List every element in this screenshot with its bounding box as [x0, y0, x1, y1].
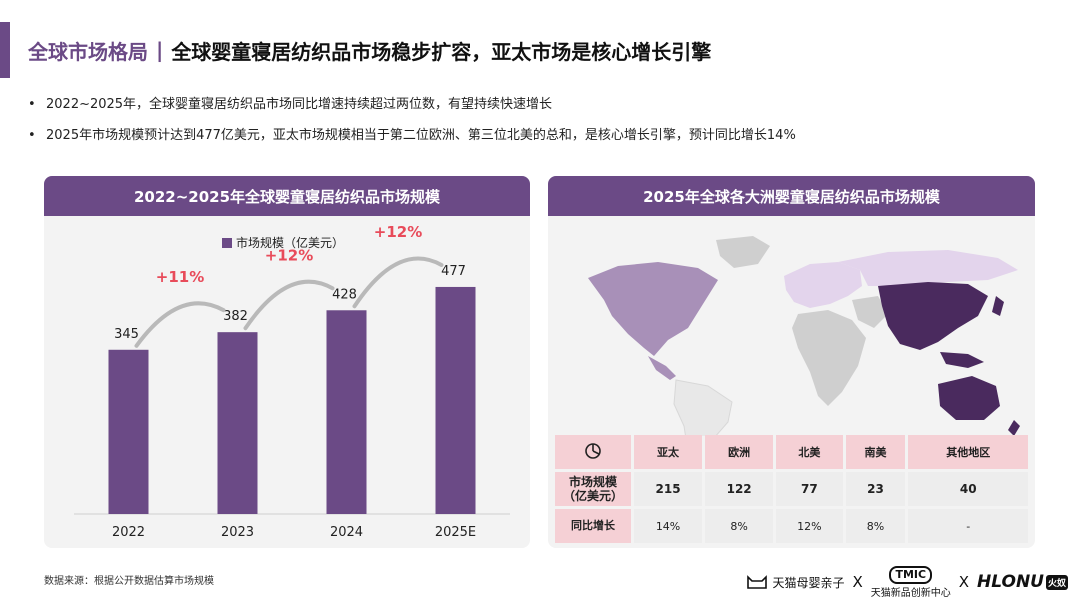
table-cell: 8%	[845, 509, 906, 543]
tick-label-2023: 2023	[221, 525, 254, 540]
table-cell: 14%	[634, 509, 703, 543]
map-new-zealand	[1008, 420, 1020, 436]
data-label-2025E: 477	[441, 264, 466, 279]
hlonu-logo: HLONU 火奴	[977, 572, 1068, 592]
bar-2025E	[435, 286, 476, 514]
map-europe	[784, 262, 862, 308]
legend-label: 市场规模（亿美元）	[236, 235, 344, 250]
page-header: 全球市场格局 | 全球婴童寝居纺织品市场稳步扩容，亚太市场是核心增长引擎	[28, 30, 711, 70]
table-cell: 23	[845, 472, 906, 506]
table-cell: 8%	[705, 509, 774, 543]
growth-label: +12%	[265, 246, 313, 264]
data-label-2024: 428	[332, 287, 357, 302]
partner-logos: 天猫母婴亲子 X TMIC 天猫新品创新中心 X HLONU 火奴	[746, 562, 1068, 602]
table-col-europe: 欧洲	[705, 435, 774, 469]
table-col-apac: 亚太	[634, 435, 703, 469]
data-label-2023: 382	[223, 309, 248, 324]
table-cell: 215	[634, 472, 703, 506]
tick-label-2025E: 2025E	[435, 525, 476, 540]
map-central-america	[648, 356, 676, 380]
row-label-growth: 同比增长	[555, 509, 631, 543]
row-label-market-size: 市场规模 （亿美元）	[555, 472, 631, 506]
tick-label-2024: 2024	[330, 525, 363, 540]
continent-panel: 2025年全球各大洲婴童寝居纺织品市场规模	[548, 176, 1035, 548]
tick-label-2022: 2022	[112, 525, 145, 540]
table-cell: 40	[908, 472, 1028, 506]
table-col-north-america: 北美	[776, 435, 843, 469]
bar-2022	[108, 349, 149, 514]
table-cell: -	[908, 509, 1028, 543]
legend-swatch	[222, 238, 232, 248]
table-row: 市场规模 （亿美元） 215 122 77 23 40	[555, 472, 1028, 506]
data-label-2022: 345	[114, 327, 139, 342]
table-cell: 77	[776, 472, 843, 506]
map-north-america	[588, 262, 718, 356]
map-north-asia	[838, 250, 1018, 286]
data-source-note: 数据来源：根据公开数据估算市场规模	[44, 576, 214, 587]
map-middle-east	[852, 296, 888, 328]
table-col-south-america: 南美	[845, 435, 906, 469]
tmall-cat-icon	[747, 575, 768, 589]
tmall-baby-logo: 天猫母婴亲子	[746, 574, 844, 591]
map-southeast-asia	[940, 352, 984, 368]
growth-label: +11%	[156, 268, 204, 286]
table-cell: 12%	[776, 509, 843, 543]
table-row: 同比增长 14% 8% 12% 8% -	[555, 509, 1028, 543]
bullet-item: 2022~2025年，全球婴童寝居纺织品市场同比增速持续超过两位数，有望持续快速…	[28, 96, 1058, 114]
table-header-row: 亚太 欧洲 北美 南美 其他地区	[555, 435, 1028, 469]
map-asia-pacific	[878, 282, 988, 350]
section-title: 全球市场格局	[28, 39, 148, 64]
growth-arc	[352, 256, 444, 309]
map-greenland	[716, 236, 770, 268]
market-size-panel-title: 2022~2025年全球婴童寝居纺织品市场规模	[44, 176, 530, 216]
continent-stats-table: 亚太 欧洲 北美 南美 其他地区 市场规模 （亿美元） 215 122 77 23…	[552, 432, 1031, 546]
market-size-panel: 2022~2025年全球婴童寝居纺织品市场规模 市场规模（亿美元） 345 2022…	[44, 176, 530, 548]
tmic-logo: TMIC 天猫新品创新中心	[870, 565, 951, 599]
table-cell: 122	[705, 472, 774, 506]
growth-arc	[134, 301, 226, 348]
bar-2024	[326, 310, 367, 514]
map-australia	[938, 376, 1000, 420]
world-map	[548, 216, 1035, 457]
bullet-item: 2025年市场规模预计达到477亿美元，亚太市场规模相当于第二位欧洲、第三位北美…	[28, 127, 1058, 145]
table-col-other: 其他地区	[908, 435, 1028, 469]
market-size-bar-chart: 市场规模（亿美元） 345 2022 382 2023 428 2024 477 2025E +1…	[74, 223, 510, 540]
logo-separator: X	[852, 573, 863, 591]
map-south-america	[673, 379, 733, 457]
growth-arc	[243, 279, 335, 331]
continent-panel-title: 2025年全球各大洲婴童寝居纺织品市场规模	[548, 176, 1035, 216]
map-japan	[992, 296, 1004, 316]
bar-2023	[217, 332, 258, 514]
pie-chart-icon	[585, 442, 601, 459]
logo-separator: X	[958, 573, 970, 591]
page-title: 全球婴童寝居纺织品市场稳步扩容，亚太市场是核心增长引擎	[171, 39, 712, 64]
table-corner	[555, 435, 631, 469]
accent-bar	[0, 22, 10, 78]
growth-label: +12%	[374, 223, 422, 241]
title-separator: |	[156, 38, 164, 62]
map-africa	[792, 310, 866, 406]
bullet-list: 2022~2025年，全球婴童寝居纺织品市场同比增速持续超过两位数，有望持续快速…	[28, 96, 1058, 158]
